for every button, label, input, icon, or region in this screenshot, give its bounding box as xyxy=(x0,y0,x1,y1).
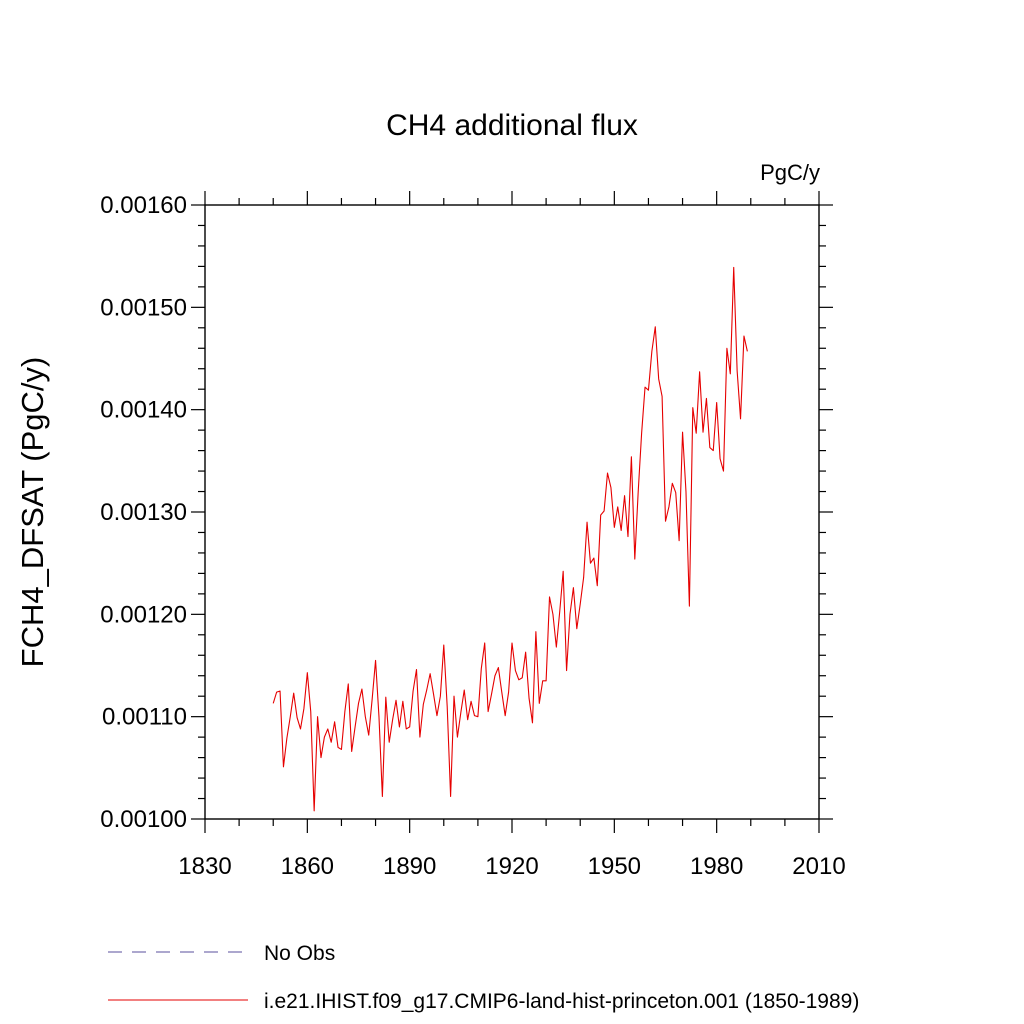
chart-title: CH4 additional flux xyxy=(386,109,638,142)
plot-area-frame xyxy=(204,204,820,820)
x-tick-label: 1980 xyxy=(690,853,743,880)
units-label: PgC/y xyxy=(760,160,820,185)
x-tick-label: 1920 xyxy=(485,853,538,880)
legend: No Obs i.e21.IHIST.f09_g17.CMIP6-land-his… xyxy=(108,942,859,1013)
x-tick-label: 1830 xyxy=(178,853,231,880)
y-tick-label: 0.00110 xyxy=(102,704,187,731)
y-tick-label: 0.00160 xyxy=(100,192,187,219)
y-tick-label: 0.00100 xyxy=(100,806,187,833)
x-tick-label: 2010 xyxy=(792,853,845,880)
legend-label-1: i.e21.IHIST.f09_g17.CMIP6-land-hist-prin… xyxy=(264,990,859,1013)
axis-ticks: 1830 1860 1890 1920 1950 1980 2010 0.00100 0.001… xyxy=(100,191,846,880)
x-tick-label: 1860 xyxy=(281,853,334,880)
y-tick-label: 0.00130 xyxy=(100,499,187,526)
y-tick-label: 0.00140 xyxy=(100,397,187,424)
series-lines xyxy=(272,266,748,812)
x-tick-label: 1890 xyxy=(383,853,436,880)
x-tick-label: 1950 xyxy=(588,853,641,880)
series-line-1 xyxy=(272,266,748,812)
y-tick-label: 0.00120 xyxy=(100,601,187,628)
legend-label-0: No Obs xyxy=(264,942,335,965)
y-axis-label: FCH4_DFSAT (PgC/y) xyxy=(15,357,50,668)
y-tick-label: 0.00150 xyxy=(100,294,187,321)
